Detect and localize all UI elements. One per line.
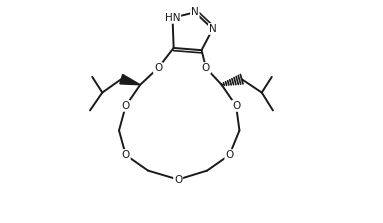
Text: N: N bbox=[191, 7, 199, 17]
Text: O: O bbox=[225, 150, 234, 160]
Text: O: O bbox=[232, 101, 240, 111]
Text: O: O bbox=[202, 63, 210, 73]
Text: HN: HN bbox=[165, 13, 180, 23]
Text: O: O bbox=[154, 63, 162, 73]
Polygon shape bbox=[120, 74, 140, 85]
Text: O: O bbox=[121, 101, 130, 111]
Text: N: N bbox=[209, 24, 216, 34]
Text: O: O bbox=[121, 150, 130, 160]
Text: O: O bbox=[174, 175, 182, 184]
